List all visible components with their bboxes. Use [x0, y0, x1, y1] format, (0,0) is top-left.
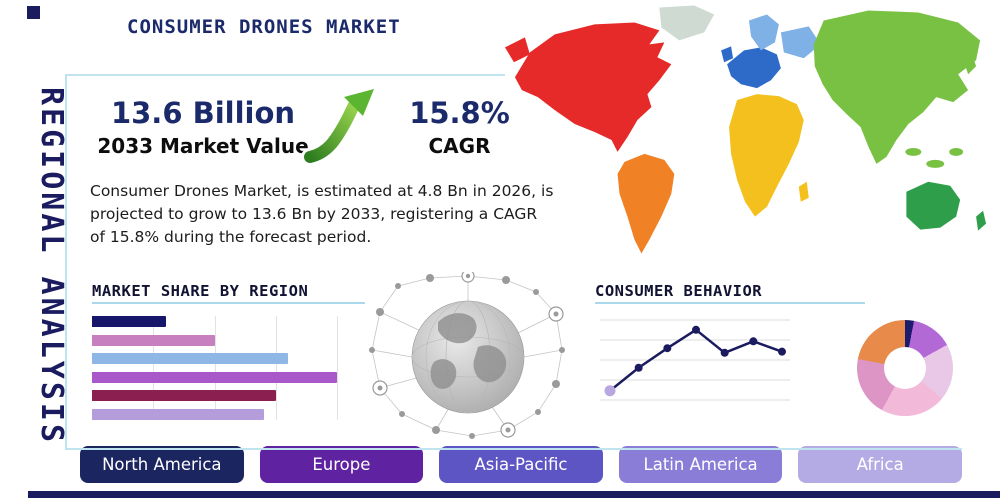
market-value-label: 2033 Market Value [97, 133, 309, 158]
card-left-border [65, 74, 67, 448]
region-northern-europe [749, 14, 821, 59]
continent-north-america [504, 22, 672, 152]
market-share-bar [92, 316, 166, 327]
page-title: CONSUMER DRONES MARKET [127, 16, 401, 38]
continent-south-america [617, 153, 675, 254]
market-share-bars [92, 316, 337, 420]
region-button-latin-america[interactable]: Latin America [618, 446, 783, 483]
market-share-bar [92, 353, 288, 365]
market-share-underline [92, 302, 365, 304]
continent-africa [729, 94, 809, 217]
continent-greenland [659, 5, 715, 41]
cagr-label: CAGR [428, 133, 491, 158]
bottom-bar [28, 491, 1000, 498]
buttons-baseline [65, 448, 962, 450]
cagr-value: 15.8% [409, 96, 510, 130]
market-share-bar [92, 371, 337, 383]
region-button-north-america[interactable]: North America [80, 446, 244, 483]
donut-hole [884, 347, 926, 389]
market-value: 13.6 Billion [110, 96, 296, 130]
region-button-europe[interactable]: Europe [259, 446, 424, 483]
continent-asia [813, 10, 981, 168]
market-share-heading: MARKET SHARE BY REGION [92, 282, 309, 300]
region-buttons-row: North America Europe Asia-Pacific Latin … [80, 446, 962, 483]
world-map [504, 5, 987, 254]
continent-australia [906, 181, 987, 231]
cagr-stat: 15.8% CAGR [392, 96, 527, 158]
side-label: REGIONAL ANALYSIS [34, 86, 70, 446]
market-share-bar-chart [92, 316, 338, 420]
market-share-donut-chart [857, 320, 953, 416]
growth-arrow-icon [300, 84, 380, 166]
market-description: Consumer Drones Market, is estimated at … [90, 182, 554, 246]
market-share-bar [92, 390, 276, 402]
region-button-africa[interactable]: Africa [798, 446, 962, 483]
region-button-asia-pacific[interactable]: Asia-Pacific [439, 446, 603, 483]
consumer-behavior-underline [595, 302, 865, 304]
market-value-stat: 13.6 Billion 2033 Market Value [88, 96, 318, 158]
globe-network-graphic [368, 269, 568, 442]
continent-europe [721, 46, 781, 89]
corner-square-decoration [27, 6, 40, 19]
card-top-border [65, 74, 505, 76]
consumer-behavior-heading: CONSUMER BEHAVIOR [595, 282, 763, 300]
consumer-behavior-line-chart [600, 319, 790, 401]
market-share-bar [92, 334, 215, 346]
market-share-bar [92, 408, 264, 420]
bar-chart-gridlines [92, 316, 338, 420]
